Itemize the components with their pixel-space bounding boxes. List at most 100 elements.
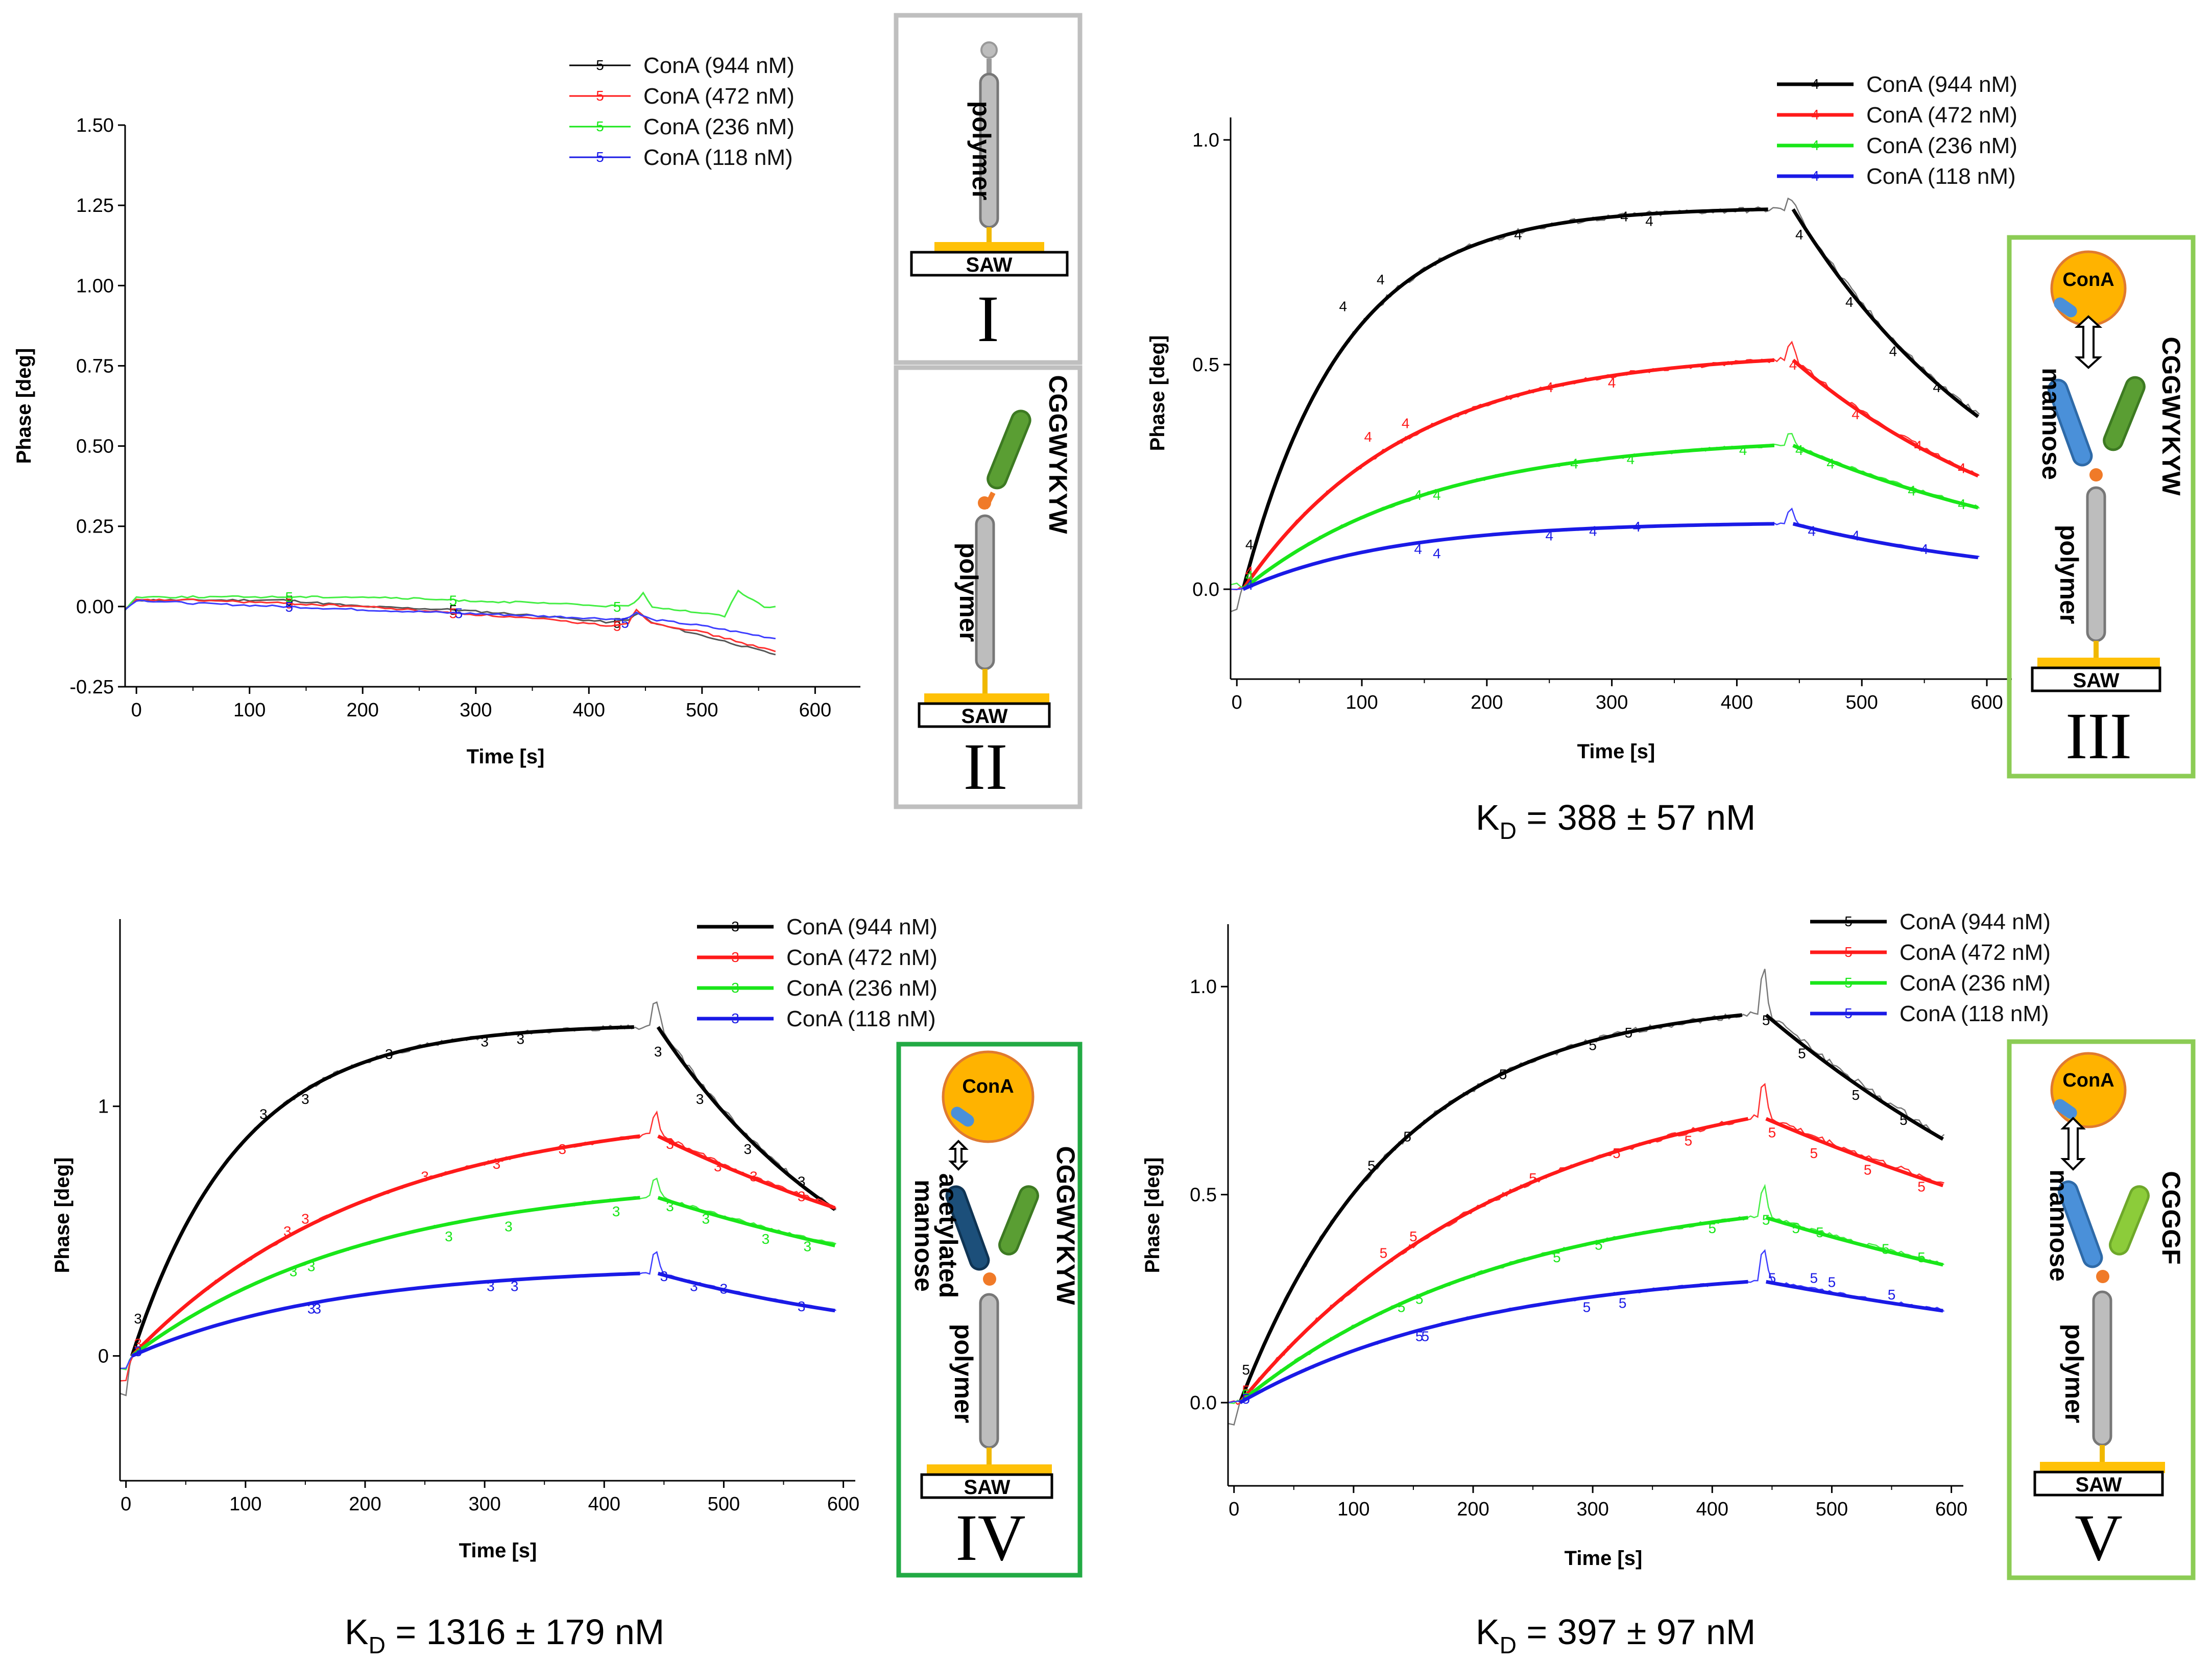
legend-marker: 3 [731,980,739,996]
fit-association-line [1242,443,1775,591]
data-point-marker: 3 [301,1091,309,1107]
legend-label: ConA (944 nM) [1866,72,2017,97]
schematic-numeral: I [977,282,999,356]
gold-layer [2040,1462,2165,1473]
chart-legend: 3 ConA (944 nM) 3 ConA (472 nM) 3 ConA (236 n… [697,914,937,1031]
legend-label: ConA (236 nM) [1900,971,2051,996]
data-point-marker: 5 [1917,1178,1926,1194]
acetylated-mannose-rod [945,1185,990,1271]
binding-arrow [2060,1117,2086,1171]
gold-layer [924,693,1049,705]
data-point-marker: 3 [517,1031,525,1047]
data-point-marker: 3 [259,1106,268,1122]
x-tick-label: 0 [1232,692,1242,713]
saw-label: SAW [966,254,1012,276]
legend-marker: 3 [731,949,739,965]
data-point-marker: 3 [134,1311,142,1327]
data-point-marker: 5 [1242,1391,1250,1407]
x-tick-label: 100 [1337,1499,1369,1520]
y-tick-label: 1.50 [76,115,114,136]
data-point-marker: 3 [720,1281,728,1297]
data-point-marker: 4 [1739,442,1747,458]
series-line [125,589,776,618]
data-point-marker: 5 [1900,1112,1908,1128]
data-point-marker: 5 [1625,1025,1633,1041]
data-point-marker: 4 [1908,483,1916,498]
fit-dissociation-line [1792,444,1979,510]
saw-label: SAW [961,705,1007,728]
y-axis-title: Phase [deg] [13,348,35,464]
x-tick-label: 300 [468,1494,500,1515]
data-point-marker: 5 [1810,1270,1818,1286]
legend-marker: 5 [1844,1005,1853,1021]
legend-marker: 5 [1844,975,1853,991]
data-point-marker: 4 [1620,209,1628,225]
data-point-marker: 4 [1339,299,1348,315]
raw-data-line [1231,507,1980,590]
data-point-marker: 5 [1367,1158,1376,1174]
legend-label: ConA (236 nM) [1866,133,2017,158]
data-point-marker: 4 [1514,227,1522,243]
data-point-marker: 5 [1422,1329,1430,1344]
data-point-marker: 3 [421,1169,429,1185]
data-point-marker: 4 [1789,357,1797,373]
data-point-marker: 3 [743,1141,752,1157]
legend-marker: 5 [1844,913,1853,929]
data-point-marker: 4 [1914,438,1922,453]
y-tick-label: 0.50 [76,436,114,457]
binding-pocket [2054,297,2077,318]
legend-marker: 4 [1811,137,1819,153]
data-point-marker: 5 [1709,1220,1717,1236]
binding-arrow [2074,315,2103,369]
raw-data-line [1228,1249,1945,1404]
data-point-marker: 4 [1633,519,1641,535]
data-point-marker: 5 [1583,1299,1591,1315]
x-tick-label: 600 [827,1494,859,1515]
schematic-numeral: II [964,730,1008,804]
data-point-marker: 4 [1377,272,1385,287]
fit-dissociation-line [1791,208,1979,418]
polymer-end-cap [980,41,998,59]
data-point-marker: 5 [1415,1329,1424,1344]
binding-pocket [951,1106,974,1127]
x-tick-label: 100 [233,700,266,721]
fit-association-line [131,1271,640,1358]
data-point-marker: 3 [307,1259,316,1274]
data-point-marker: 4 [1845,294,1854,310]
series-line [125,599,776,640]
data-point-marker: 4 [1245,577,1254,593]
data-point-marker: 5 [1762,1212,1770,1228]
data-point-marker: 3 [385,1046,393,1062]
y-tick-label: 1.25 [76,195,114,216]
peptide-rod [2103,376,2146,451]
x-tick-label: 600 [1935,1499,1967,1520]
schematic-numeral: IV [955,1501,1025,1575]
linker-node [2096,1270,2109,1283]
data-point-marker: 5 [285,596,293,612]
data-point-marker: 4 [1245,537,1254,552]
polymer-rod [2086,486,2106,642]
legend-label: ConA (472 nM) [786,945,937,970]
saw-substrate [920,1473,1053,1499]
schematic-frame [896,1042,1083,1578]
legend-marker: 4 [1811,168,1819,184]
data-point-marker: 3 [702,1211,710,1227]
peptide-label: CGGWYKYW [2157,336,2185,496]
x-tick-label: 200 [1457,1499,1489,1520]
mannose-rod [2057,1180,2103,1268]
y-tick-label: 1.0 [1192,130,1219,151]
peptide-rod [2109,1185,2150,1256]
data-point-marker: 4 [1570,456,1578,472]
data-point-marker: 5 [1589,1037,1597,1053]
x-tick-label: 500 [708,1494,740,1515]
x-tick-label: 400 [588,1494,620,1515]
polymer-rod [2092,1290,2112,1447]
kd-label-iii: KD = 388 ± 57 nM [1476,798,1756,844]
x-tick-label: 300 [1576,1499,1608,1520]
data-point-marker: 4 [1414,487,1422,503]
polymer-label: polymer [954,543,983,642]
data-point-marker: 4 [1795,442,1804,458]
chart-panel-5-axes: 0 100 200 300 400 500 600 0.0 0.5 1.0 Time [s] Ph… [1141,909,2051,1570]
